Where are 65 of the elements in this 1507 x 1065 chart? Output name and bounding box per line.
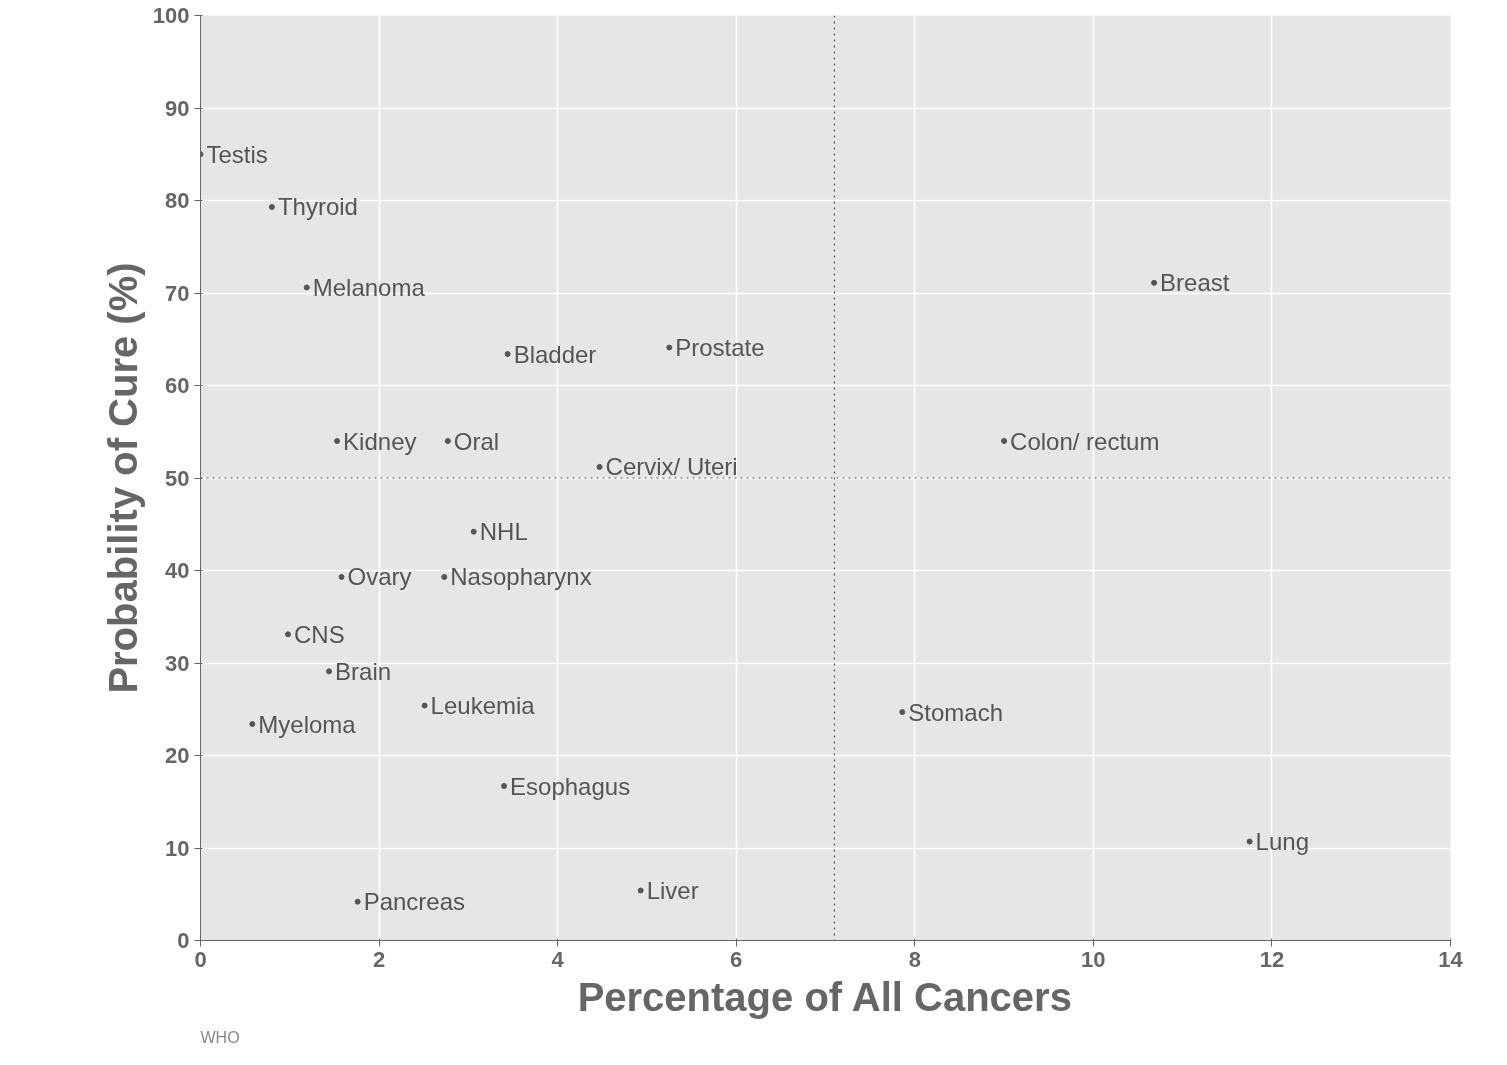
series-label: Myeloma — [258, 710, 357, 738]
y-tick-label: 90 — [165, 95, 190, 121]
x-tick-label: 2 — [372, 946, 386, 972]
y-tick-label: 40 — [165, 558, 190, 583]
series-label: Brain — [335, 657, 392, 685]
point — [326, 668, 333, 675]
series-label: Breast — [1160, 269, 1230, 297]
y-tick-label: 50 — [165, 465, 190, 491]
series-label: NHL — [479, 518, 528, 546]
point — [285, 631, 291, 638]
series-label: Liver — [646, 877, 699, 905]
y-tick-label: 80 — [165, 188, 190, 213]
y-tick-label: 30 — [165, 650, 190, 676]
x-tick-label: 4 — [551, 946, 565, 972]
series-label: Testis — [206, 140, 268, 168]
series-label: Thyroid — [277, 193, 358, 221]
series-label: Bladder — [513, 340, 597, 368]
series-label: Pancreas — [363, 888, 466, 916]
y-tick-label: 10 — [165, 835, 190, 861]
point — [504, 351, 511, 358]
point — [637, 887, 644, 894]
series-label: Ovary — [347, 563, 412, 591]
point — [303, 284, 310, 291]
x-tick-label: 10 — [1081, 946, 1106, 972]
series-label: Esophagus — [510, 772, 631, 800]
series-label: Prostate — [675, 334, 765, 362]
point — [501, 783, 508, 790]
series-label: Lung — [1255, 828, 1309, 856]
point — [249, 721, 256, 728]
point — [441, 573, 448, 580]
point — [444, 438, 451, 444]
point — [470, 528, 477, 535]
text: WHO — [200, 1028, 240, 1046]
y-tick-label: 20 — [165, 743, 190, 768]
series-label: Stomach — [908, 698, 1003, 726]
x-tick-label: 12 — [1259, 946, 1285, 972]
point — [338, 573, 345, 580]
point — [1246, 838, 1253, 845]
series-label: Colon/ rectum — [1010, 427, 1160, 455]
point — [268, 203, 275, 210]
point — [596, 463, 603, 470]
series-label: CNS — [294, 620, 345, 648]
point — [421, 702, 428, 709]
point — [666, 344, 673, 351]
x-tick-label: 0 — [194, 946, 207, 972]
series-label: Leukemia — [430, 692, 536, 720]
point — [1151, 279, 1158, 286]
x-tick-label: 6 — [730, 946, 743, 972]
x-axis-title: Percentage of All Cancers — [577, 974, 1072, 1019]
series-label: Nasopharynx — [450, 563, 592, 591]
y-tick-label: 0 — [177, 928, 190, 953]
y-tick-label: 60 — [165, 373, 190, 398]
y-tick-label: 70 — [165, 280, 190, 306]
series-label: Kidney — [343, 427, 417, 455]
x-tick-label: 8 — [908, 946, 921, 972]
point — [334, 438, 341, 444]
point — [354, 898, 361, 905]
series-label: Oral — [453, 427, 500, 455]
series-label: Cervix/ Uteri — [605, 453, 738, 481]
x-tick-label: 14 — [1438, 946, 1464, 972]
series-label: Melanoma — [312, 273, 426, 301]
point — [899, 709, 906, 716]
point — [1001, 438, 1008, 444]
y-axis-title: Probability of Cure (%) — [100, 262, 145, 694]
y-tick-label: 100 — [152, 3, 190, 28]
